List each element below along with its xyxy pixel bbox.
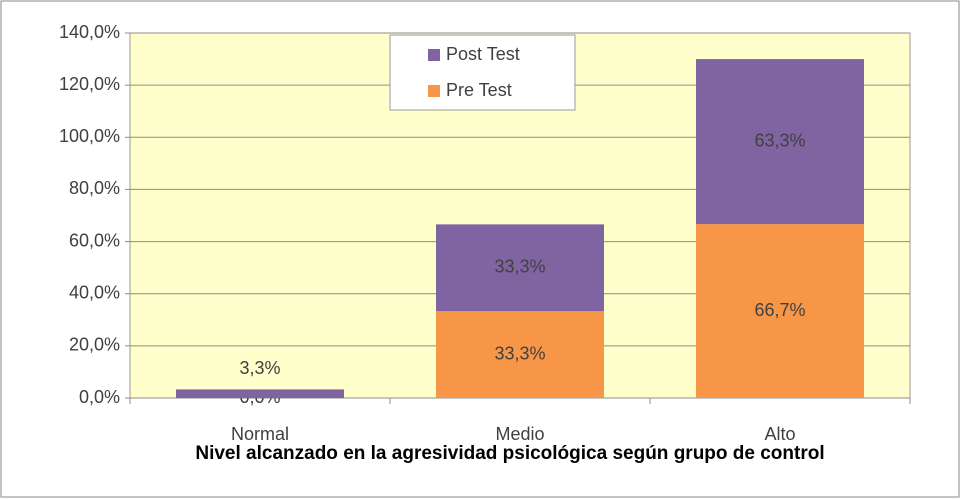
x-tick-label: Medio bbox=[495, 424, 544, 444]
legend-box bbox=[389, 34, 576, 111]
bar-segment bbox=[436, 224, 604, 312]
y-tick-label: 80,0% bbox=[69, 178, 120, 198]
bar-segment bbox=[696, 224, 864, 398]
x-tick-label: Alto bbox=[764, 424, 795, 444]
legend-swatch bbox=[428, 49, 440, 61]
y-tick-label: 120,0% bbox=[59, 74, 120, 94]
bar-segment bbox=[696, 59, 864, 225]
legend-label: Pre Test bbox=[446, 80, 512, 100]
value-label: 33,3% bbox=[494, 343, 545, 363]
y-tick-label: 140,0% bbox=[59, 22, 120, 42]
y-tick-label: 20,0% bbox=[69, 335, 120, 355]
value-label: 63,3% bbox=[754, 130, 805, 150]
y-tick-label: 0,0% bbox=[79, 387, 120, 407]
x-tick-label: Normal bbox=[231, 424, 289, 444]
legend-label: Post Test bbox=[446, 44, 520, 64]
chart-title: Nivel alcanzado en la agresividad psicol… bbox=[195, 443, 825, 464]
y-tick-label: 40,0% bbox=[69, 282, 120, 302]
value-label: 33,3% bbox=[494, 257, 545, 277]
value-label: 66,7% bbox=[754, 300, 805, 320]
bar-segment bbox=[436, 311, 604, 398]
legend-swatch bbox=[428, 85, 440, 97]
bar-segment bbox=[176, 389, 344, 398]
value-label: 3,3% bbox=[239, 358, 280, 378]
y-tick-label: 60,0% bbox=[69, 230, 120, 250]
y-tick-label: 100,0% bbox=[59, 126, 120, 146]
